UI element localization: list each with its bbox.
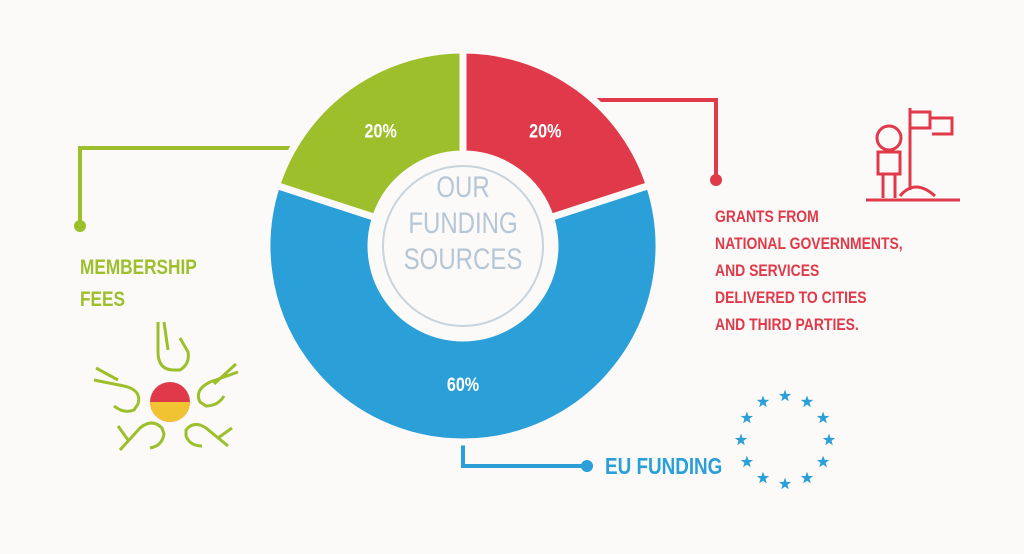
donut-segment <box>263 181 663 446</box>
leader-dot <box>581 460 593 472</box>
star <box>740 455 754 468</box>
star <box>756 471 770 484</box>
star <box>778 389 792 402</box>
star <box>778 477 792 490</box>
leader-dot <box>74 220 86 232</box>
value-label: 20% <box>365 121 398 143</box>
legend-label: GRANTS FROM NATIONAL GOVERNMENTS, AND SE… <box>715 207 903 334</box>
value-label: 20% <box>529 121 562 143</box>
person-flag-icon <box>866 108 960 202</box>
leader-dot <box>710 174 722 186</box>
star <box>816 455 830 468</box>
leader-line <box>590 98 718 178</box>
hands-icon <box>93 321 239 452</box>
center-title: OUR FUNDING SOURCES <box>403 171 523 276</box>
donut-segment <box>459 46 654 222</box>
star <box>740 411 754 424</box>
center-disc <box>377 160 549 332</box>
donut-segment <box>272 46 467 222</box>
star <box>734 433 748 446</box>
star <box>822 433 836 446</box>
value-label: 60% <box>447 374 480 396</box>
legend-label: MEMBERSHIP FEES <box>80 256 197 311</box>
star <box>816 411 830 424</box>
eu-stars <box>734 389 836 490</box>
legend-label: EU FUNDING <box>605 453 723 479</box>
star <box>800 471 814 484</box>
star <box>756 395 770 408</box>
center-ring <box>382 165 544 327</box>
leader-line <box>78 146 300 224</box>
logo <box>150 402 190 422</box>
star <box>800 395 814 408</box>
